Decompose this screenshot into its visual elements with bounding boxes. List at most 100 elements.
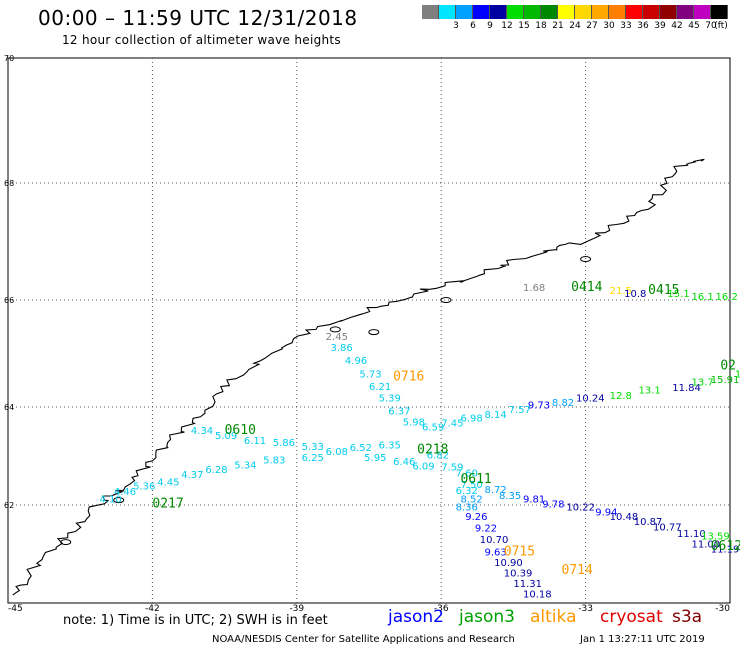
wave-height-value: 15.1 [667,289,689,300]
wave-height-value: 6.08 [326,447,348,458]
colorbar-label: 36 [637,21,649,31]
wave-height-value: 4.96 [345,356,367,367]
wave-height-value: 4.34 [191,426,213,437]
wave-height-value: 9.22 [475,523,497,534]
legend-jason3: jason3 [459,607,515,627]
track-time-label: 0610 [225,423,256,438]
wave-height-value: 6.52 [350,443,372,454]
wave-height-value: 5.73 [359,370,381,381]
wave-height-value: 6.32 [456,486,478,497]
colorbar-label: 12 [501,21,513,31]
colorbar-label: 24 [569,21,581,31]
wave-height-value: 5.83 [263,455,285,466]
wave-height-value: 10.39 [504,569,533,580]
colorbar-swatch [524,5,541,19]
wave-height-value: 10.70 [480,535,509,546]
wave-height-value: 5.95 [364,453,386,464]
legend-s3a: s3a [672,607,703,627]
colorbar-labels: 3 6 9 12 15 18 21 24 27 30 33 36 39 42 45 70 (ft) [422,21,728,33]
colorbar-swatch [439,5,456,19]
map-subtitle: 12 hour collection of altimeter wave hei… [62,33,341,47]
wave-height-value: 9.81 [523,495,545,506]
wave-height-value: 8.82 [552,398,574,409]
lon-tick-label: -30 [715,604,730,614]
wave-height-value: 6.11 [244,436,266,447]
wave-height-value: 7.45 [441,419,463,430]
wave-height-value: 7.60 [456,469,478,480]
colorbar-swatch [541,5,558,19]
legend-note: note: 1) Time is in UTC; 2) SWH is in fe… [63,613,328,628]
colorbar-label: 30 [603,21,615,31]
colorbar-swatch [507,5,524,19]
wave-height-value: 10.18 [523,590,552,601]
wave-height-value: 6.82 [427,450,449,461]
axis-ticks: -45 -42 -39 -36 -33 -30 70 68 66 64 62 [4,54,730,614]
island-outline [60,539,72,546]
wave-height-value: 5.36 [133,481,155,492]
track-time-label: 0612 [711,539,740,554]
colorbar-label: 70 [705,21,717,31]
colorbar-swatch [473,5,490,19]
colorbar-label: 15 [518,21,530,31]
wave-height-value: 8.14 [485,410,507,421]
wave-height-value: 10.90 [494,558,523,569]
lon-tick-label: -39 [289,604,304,614]
colorbar-label: 42 [671,21,683,31]
colorbar-label: 33 [620,21,632,31]
colorbar-swatch [694,5,711,19]
wave-height-value: 4.46 [114,487,136,498]
island-outline [113,497,125,504]
track-time-label: 0217 [152,497,183,512]
wave-height-value: 7.59 [441,463,463,474]
colorbar-swatch [558,5,575,19]
wave-height-value: 8.36 [456,502,478,513]
wave-height-value: 10.24 [576,394,605,405]
wave-height-value: 10.22 [566,502,595,513]
colorbar [422,5,728,19]
colorbar-label: 18 [535,21,547,31]
wave-height-value: 6.09 [412,462,434,473]
wave-height-value: 13.7 [691,378,713,389]
wave-height-value: 5.33 [302,442,324,453]
wave-height-value: 9.73 [528,400,550,411]
wave-height-value: 7.57 [509,405,531,416]
colorbar-swatch [456,5,473,19]
wave-height-value: 5.09 [215,431,237,442]
lat-tick-label: 64 [4,403,14,412]
colorbar-swatch [711,5,728,19]
wave-height-value: 6.28 [205,465,227,476]
colorbar-swatch [677,5,694,19]
wave-height-value: 6.35 [379,441,401,452]
colorbar-label: 3 [453,21,459,31]
wave-height-value: 4.45 [157,477,179,488]
colorbar-label: 9 [487,21,493,31]
legend-cryosat: cryosat [600,607,663,627]
colorbar-swatch [575,5,592,19]
wave-height-value: 10.8 [624,289,646,300]
track-time-labels: 0414 0415 0716 0610 0218 0611 0217 0715 0714 0612… [152,280,740,578]
colorbar-swatch [643,5,660,19]
colorbar-swatch [660,5,677,19]
track-time-label: 0715 [504,544,535,559]
wave-height-value: 12.8 [610,391,632,402]
island-outline [368,329,380,336]
wave-height-value: 16.1 [691,292,713,303]
wave-height-value: 11.84 [672,383,701,394]
track-time-label: 0218 [417,443,448,458]
wave-height-value: 6.25 [302,453,324,464]
wave-height-value: 1.68 [523,283,545,294]
credit-line: NOAA/NESDIS Center for Satellite Applica… [212,634,515,645]
wave-height-value: 11.31 [513,579,542,590]
island-outline [329,326,341,333]
colorbar-label: 21 [552,21,564,31]
wave-height-value: 13.1 [639,386,661,397]
wave-height-value: 10.48 [610,512,639,523]
wave-height-value: 5.39 [379,394,401,405]
wave-height-value: 5.98 [403,418,425,429]
wave-height-value: 10.87 [634,517,663,528]
island-outline [440,297,452,303]
legend-altika: altika [530,607,577,627]
wave-height-value: 4.10 [99,495,121,506]
wave-height-value: 15.91 [711,375,740,386]
colorbar-swatch [626,5,643,19]
